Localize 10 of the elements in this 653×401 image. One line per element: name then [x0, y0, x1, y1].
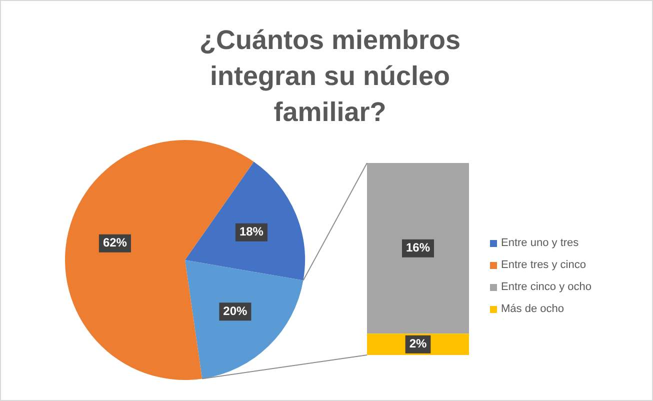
data-label: 20%	[223, 304, 248, 318]
legend-label: Entre tres y cinco	[501, 259, 586, 271]
chart-title: ¿Cuántos miembros integran su núcleo familiar?	[198, 24, 462, 129]
legend-label: Más de ocho	[501, 303, 564, 315]
legend-label: Entre cinco y ocho	[501, 281, 592, 293]
data-label: 16%	[406, 240, 430, 255]
legend-label: Entre uno y tres	[501, 237, 579, 249]
data-label: 2%	[409, 336, 427, 351]
data-label: 18%	[239, 224, 264, 239]
data-label: 62%	[102, 236, 128, 250]
